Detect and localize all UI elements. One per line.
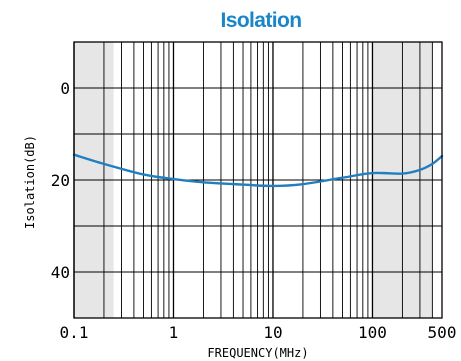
x-tick-label: 100 (358, 323, 387, 342)
x-tick-label: 1 (169, 323, 179, 342)
x-tick-label: 500 (428, 323, 457, 342)
x-tick-labels: 0.1 1 10 100 500 (60, 323, 457, 342)
y-tick-label: 0 (60, 79, 70, 98)
x-axis-label: FREQUENCY(MHz) (207, 346, 308, 360)
y-tick-label: 40 (51, 263, 70, 282)
series-line-0 (72, 153, 444, 188)
y-axis-label: Isolation(dB) (23, 135, 37, 229)
series-layer (72, 153, 444, 188)
y-tick-labels: 0 20 40 (51, 79, 70, 282)
x-tick-label: 10 (263, 323, 282, 342)
y-tick-label: 20 (51, 171, 70, 190)
chart-title: Isolation (221, 9, 302, 32)
x-tick-label: 0.1 (60, 323, 89, 342)
plot-frame (73, 41, 443, 319)
